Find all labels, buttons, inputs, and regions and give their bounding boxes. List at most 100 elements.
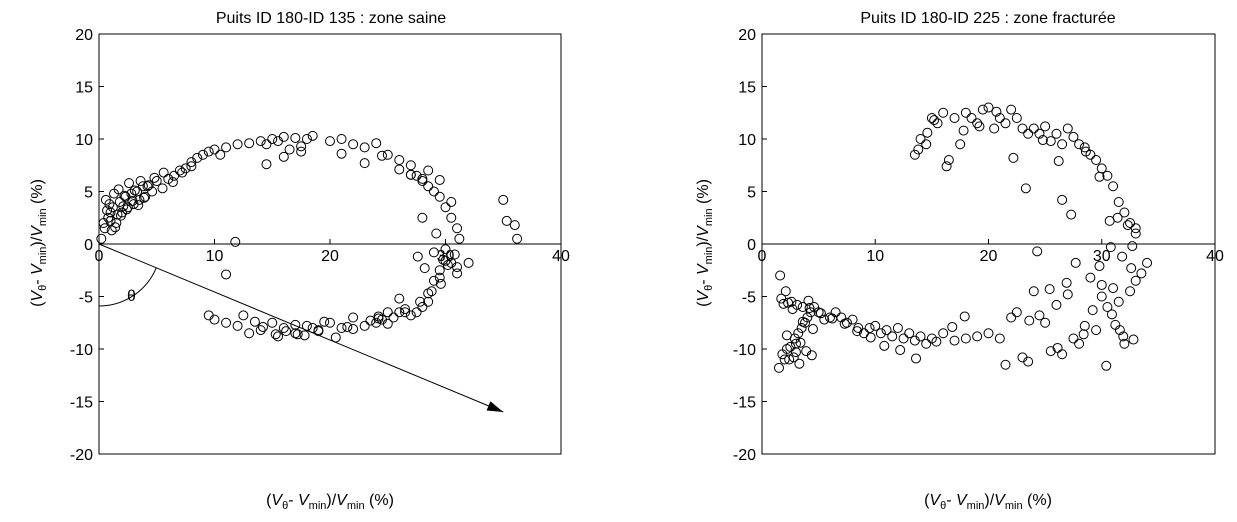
direction-arrow-line [98, 243, 504, 413]
data-point [1011, 307, 1022, 318]
data-point [428, 247, 439, 258]
data-point [382, 318, 393, 329]
data-point [423, 165, 434, 176]
data-point [232, 320, 243, 331]
data-point [1044, 284, 1055, 295]
data-point [203, 310, 214, 321]
data-point [371, 138, 382, 149]
data-point [977, 104, 988, 115]
ylabel: (Vθ- Vmin)/Vmin (%) [29, 179, 49, 307]
data-point [1105, 242, 1116, 253]
data-point [1136, 268, 1147, 279]
x-axis-label: (Vθ- Vmin)/Vmin (%) [266, 492, 394, 512]
data-point [290, 319, 301, 330]
data-point [847, 314, 858, 325]
data-point [1101, 360, 1112, 371]
data-point [795, 337, 806, 348]
data-point [898, 333, 909, 344]
data-point [330, 332, 341, 343]
chart-panel-left: Puits ID 180-ID 135 : zone saine (Vθ- Vm… [29, 10, 570, 512]
data-point [892, 323, 903, 333]
data-point [501, 215, 512, 226]
data-point [284, 144, 295, 155]
chart-title: Puits ID 180-ID 135 : zone saine [216, 10, 446, 27]
data-point [1057, 194, 1068, 205]
data-point [1070, 257, 1081, 268]
data-point [1034, 128, 1045, 139]
data-point [807, 324, 818, 335]
data-point [106, 225, 117, 236]
data-point [423, 288, 434, 299]
data-point [143, 180, 154, 191]
data-point [157, 183, 168, 194]
data-point [1080, 146, 1091, 157]
data-point [203, 146, 214, 157]
x-tick-label: 0 [95, 248, 104, 265]
data-point [405, 169, 416, 180]
data-point [1106, 309, 1117, 320]
data-point [1024, 315, 1035, 326]
data-point [794, 358, 805, 369]
data-point [1051, 128, 1062, 139]
data-point [348, 312, 359, 323]
y-tick-label: 0 [84, 237, 93, 254]
data-point [1091, 325, 1102, 336]
y-tick-label: 5 [84, 185, 93, 202]
y-tick-label: -10 [733, 342, 756, 359]
data-point [1045, 136, 1056, 147]
data-point [135, 176, 146, 186]
data-point [787, 304, 798, 315]
data-point [1062, 123, 1073, 134]
data-point [423, 296, 434, 307]
data-point [819, 314, 830, 325]
data-point [780, 286, 791, 297]
data-point [301, 134, 312, 144]
data-point [405, 160, 416, 171]
data-point [394, 293, 405, 304]
data-point [232, 139, 243, 150]
data-point [959, 311, 970, 322]
data-point [278, 323, 289, 333]
y-tick-label: -20 [70, 447, 93, 464]
data-point [1017, 123, 1028, 134]
data-point [249, 316, 260, 327]
data-point [133, 200, 144, 211]
data-point [1068, 131, 1079, 142]
data-point [788, 352, 799, 363]
data-point [400, 307, 411, 318]
chart-panel-right: Puits ID 180-ID 225 : zone fracturée (Vθ… [695, 10, 1224, 512]
data-point [1040, 121, 1051, 132]
data-point [932, 118, 943, 129]
data-point [270, 329, 281, 340]
data-point [1130, 228, 1141, 239]
data-point [1130, 275, 1141, 286]
y-tick-label: 15 [738, 80, 756, 97]
data-point [290, 132, 301, 143]
data-point [419, 263, 430, 274]
data-point [440, 202, 451, 213]
data-point [991, 106, 1002, 117]
data-point [921, 338, 932, 349]
data-point [778, 298, 789, 309]
data-point [411, 307, 422, 318]
data-point [417, 212, 428, 223]
data-point [1094, 171, 1105, 182]
data-point [827, 313, 838, 324]
data-point [887, 331, 898, 342]
data-point [1037, 135, 1048, 146]
data-point [373, 311, 384, 322]
data-point [875, 328, 886, 339]
data-point [292, 329, 303, 340]
data-point [1061, 277, 1072, 288]
x-axis-label: (Vθ- Vmin)/Vmin (%) [924, 492, 1052, 512]
data-point [365, 315, 376, 326]
data-point [929, 115, 940, 126]
data-point [1091, 155, 1102, 165]
x-tick-label: 40 [552, 248, 570, 265]
data-point [870, 320, 881, 331]
data-point [1127, 241, 1138, 252]
data-point [909, 149, 920, 160]
data-point [1034, 310, 1045, 321]
x-tick-label: 30 [1093, 248, 1111, 265]
data-point [267, 317, 278, 328]
